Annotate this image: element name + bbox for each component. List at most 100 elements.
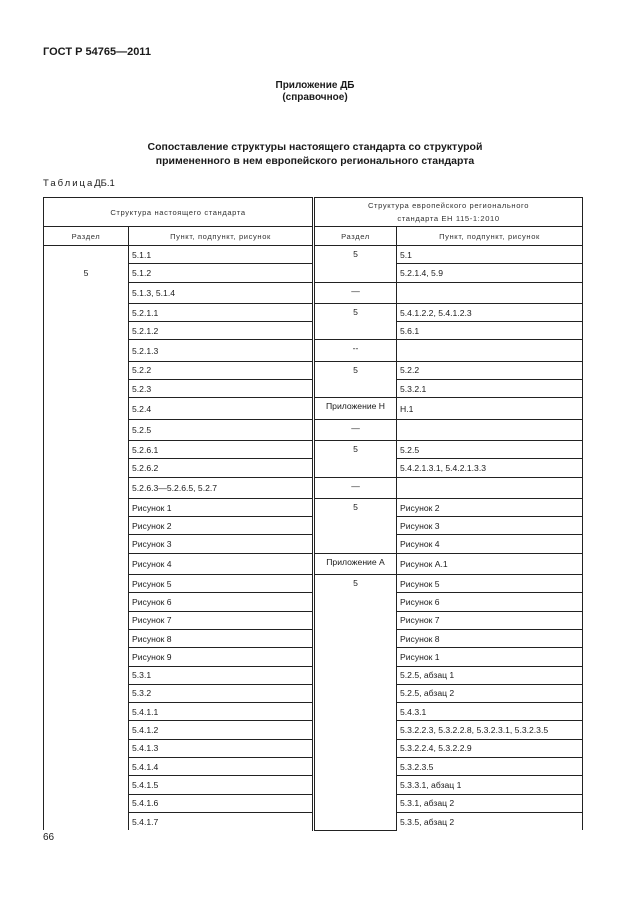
table-row: 5.4.1.4 5.3.2.3.5 xyxy=(44,757,584,777)
item-cell: Рисунок 4 xyxy=(395,534,584,554)
table-row: 5.2.6.2 5.4.2.1.3.1, 5.4.2.1.3.3 xyxy=(44,458,584,478)
table-row: 5.4.1.3 5.3.2.2.4, 5.3.2.2.9 xyxy=(44,738,584,759)
table-row: 5.1.2 5.2.1.4, 5.9 xyxy=(44,263,584,283)
table-row: 5.4.1.7 5.3.5, абзац 2 xyxy=(44,811,584,831)
item-cell: 5.4.1.6 xyxy=(128,793,315,813)
item-cell: Рисунок 1 xyxy=(395,647,584,667)
item-cell: 5.4.1.3 xyxy=(128,738,315,759)
item-cell: Рисунок 2 xyxy=(395,497,584,518)
item-cell: 5.3.3.1, абзац 1 xyxy=(395,775,584,795)
section-cell: 5 xyxy=(43,245,129,831)
column-header: Раздел xyxy=(313,226,397,246)
item-cell: 5.4.1.2 xyxy=(128,720,315,740)
table-row: 5.2.1.2 5.6.1 xyxy=(44,321,584,341)
appendix-title: Приложение ДБ xyxy=(275,80,355,91)
item-cell: 5.2.1.2 xyxy=(128,321,315,341)
title-line: примененного в нем европейского регионал… xyxy=(155,155,475,167)
item-cell: 5.2.4 xyxy=(128,397,315,420)
item-cell: 5.2.6.1 xyxy=(128,439,315,460)
item-cell: Рисунок 4 xyxy=(128,552,315,576)
item-cell xyxy=(395,418,584,441)
item-cell: Рисунок 5 xyxy=(395,574,584,594)
item-cell: 5.3.2.1 xyxy=(395,379,584,399)
item-cell: 5.4.1.2.2, 5.4.1.2.3 xyxy=(395,302,584,323)
table-row: Рисунок 7 Рисунок 7 xyxy=(44,610,584,630)
item-cell xyxy=(395,339,584,362)
table-row: Рисунок 4 Приложение А Рисунок А.1 xyxy=(44,552,584,576)
table-row: 5.2.6.1 5 5.2.5 xyxy=(44,439,584,478)
table-row: Рисунок 6 Рисунок 6 xyxy=(44,592,584,612)
table-row: 5.2.4 Приложение Н Н.1 xyxy=(44,397,584,420)
item-cell: 5.2.1.4, 5.9 xyxy=(395,263,584,283)
item-cell: Рисунок 6 xyxy=(128,592,315,612)
item-cell: 5.1.2 xyxy=(128,263,315,283)
appendix-subtitle: (справочное) xyxy=(282,92,348,103)
section-cell: 5 xyxy=(313,302,397,341)
document-title: Сопоставление структуры настоящего станд… xyxy=(0,140,630,168)
appendix-heading: Приложение ДБ (справочное) xyxy=(0,80,630,104)
table-row: 5.4.1.5 5.3.3.1, абзац 1 xyxy=(44,775,584,795)
group-header-national: Структура настоящего стандарта xyxy=(43,197,315,227)
section-cell: 5 xyxy=(313,360,397,399)
item-cell: 5.4.1.4 xyxy=(128,757,315,777)
item-cell: 5.3.2 xyxy=(128,683,315,704)
item-cell: 5.2.2 xyxy=(395,360,584,381)
table-label: ТаблицаДБ.1 xyxy=(43,178,115,189)
table-row: 5.3.2 5.2.5, абзац 2 xyxy=(44,683,584,704)
item-cell: 5.1.1 xyxy=(128,244,315,265)
item-cell: Рисунок А.1 xyxy=(395,552,584,576)
item-cell: 5.1 xyxy=(395,244,584,265)
item-cell: 5.4.1.1 xyxy=(128,702,315,722)
item-cell: 5.2.2 xyxy=(128,360,315,381)
section-cell: Приложение Н xyxy=(313,397,397,420)
item-cell: 5.2.6.3—5.2.6.5, 5.2.7 xyxy=(128,476,315,499)
section-cell: — xyxy=(313,476,397,499)
item-cell: 5.1.3, 5.1.4 xyxy=(128,281,315,304)
item-cell: 5.3.2.2.4, 5.3.2.2.9 xyxy=(395,738,584,759)
item-cell: 5.2.5 xyxy=(395,439,584,460)
table-row: Рисунок 1 5 Рисунок 2 xyxy=(44,497,584,554)
item-cell: Рисунок 2 xyxy=(128,516,315,536)
section-cell: — xyxy=(313,281,397,304)
table-row: 5.2.1.3 -- xyxy=(44,339,584,362)
item-cell: 5.2.5 xyxy=(128,418,315,441)
item-cell: 5.3.2.2.3, 5.3.2.2.8, 5.3.2.3.1, 5.3.2.3… xyxy=(395,720,584,740)
item-cell: Рисунок 9 xyxy=(128,647,315,667)
page-number: 66 xyxy=(43,832,55,843)
item-cell: 5.3.2.3.5 xyxy=(395,757,584,777)
item-cell: 5.2.5, абзац 2 xyxy=(395,683,584,704)
section-cell: 5 xyxy=(313,245,397,283)
item-cell: 5.4.3.1 xyxy=(395,702,584,722)
item-cell xyxy=(395,476,584,499)
item-cell: Рисунок 5 xyxy=(128,574,315,594)
standard-number: ГОСТ Р 54765—2011 xyxy=(43,46,151,58)
table-row: 5.4.1.2 5.3.2.2.3, 5.3.2.2.8, 5.3.2.3.1, … xyxy=(44,720,584,740)
item-cell: 5.3.1, абзац 2 xyxy=(395,793,584,813)
section-cell: 5 xyxy=(313,439,397,478)
item-cell: Рисунок 6 xyxy=(395,592,584,612)
table-label-prefix: Таблица xyxy=(43,178,95,189)
item-cell: 5.2.1.3 xyxy=(128,339,315,362)
table-row: 5.2.3 5.3.2.1 xyxy=(44,379,584,399)
section-cell: — xyxy=(313,418,397,441)
table-label-number: ДБ.1 xyxy=(94,178,115,189)
table-row: Рисунок 9 Рисунок 1 xyxy=(44,647,584,667)
item-cell xyxy=(395,281,584,304)
item-cell: 5.4.1.5 xyxy=(128,775,315,795)
table-row: 5.2.1.1 5 5.4.1.2.2, 5.4.1.2.3 xyxy=(44,302,584,341)
table-row: 5 5.1.1 5 5.1 xyxy=(43,244,584,831)
item-cell: 5.4.2.1.3.1, 5.4.2.1.3.3 xyxy=(395,458,584,478)
item-cell: Рисунок 8 xyxy=(395,628,584,649)
section-cell: Приложение А xyxy=(313,552,397,576)
item-cell: 5.3.1 xyxy=(128,665,315,685)
item-cell: Рисунок 7 xyxy=(395,610,584,630)
column-header: Раздел xyxy=(43,226,129,246)
item-cell: 5.2.6.2 xyxy=(128,458,315,478)
item-cell: 5.2.1.1 xyxy=(128,302,315,323)
table-row: Рисунок 2 Рисунок 3 xyxy=(44,516,584,536)
section-cell: 5 xyxy=(313,574,397,831)
table-row: 5.1.3, 5.1.4— xyxy=(44,281,584,304)
item-cell: 5.2.5, абзац 1 xyxy=(395,665,584,685)
table-row: Рисунок 3 Рисунок 4 xyxy=(44,534,584,554)
